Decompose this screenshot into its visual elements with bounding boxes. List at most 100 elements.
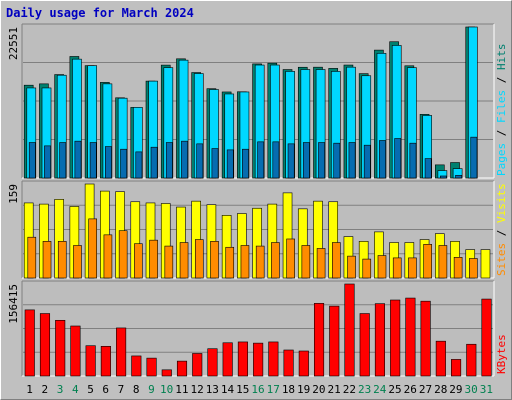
bar-sites-day-9 — [149, 239, 158, 279]
bar-pages-day-21 — [333, 142, 341, 179]
bar-pages-day-1 — [28, 142, 36, 179]
bar-sites-day-19 — [301, 245, 311, 279]
bar-visits-day-31 — [480, 249, 491, 279]
x-tick-label: 3 — [57, 383, 64, 396]
bar-pages-day-9 — [150, 146, 158, 179]
side-label-part: / — [495, 223, 508, 243]
bar-sites-day-15 — [240, 245, 250, 279]
x-tick-label: 30 — [465, 383, 478, 396]
bar-sites-day-1 — [27, 236, 37, 279]
x-tick-label: 2 — [42, 383, 49, 396]
bar-pages-day-20 — [318, 142, 325, 179]
x-tick-label: 29 — [449, 383, 462, 396]
bar-kbytes-day-15 — [237, 341, 248, 377]
x-tick-label: 28 — [434, 383, 447, 396]
bar-pages-day-29 — [455, 175, 463, 179]
x-tick-label: 27 — [419, 383, 432, 396]
side-label-part: / — [495, 123, 508, 143]
bar-sites-day-8 — [134, 243, 143, 279]
x-tick-label: 1 — [26, 383, 33, 396]
bar-kbytes-day-4 — [70, 325, 81, 377]
bar-kbytes-day-30 — [466, 343, 477, 377]
bar-kbytes-day-11 — [176, 360, 188, 377]
x-tick-label: 26 — [404, 383, 417, 396]
bar-pages-day-8 — [135, 151, 143, 179]
bar-kbytes-day-19 — [298, 350, 309, 377]
bar-pages-day-11 — [181, 140, 188, 179]
bar-kbytes-day-3 — [55, 319, 66, 377]
side-label-hits-files-pages: Pages / Files / Hits — [495, 44, 508, 177]
bar-pages-day-14 — [226, 149, 234, 179]
bar-kbytes-day-21 — [329, 305, 340, 377]
bar-sites-day-20 — [316, 248, 326, 279]
side-label-part: Pages — [495, 143, 508, 176]
bar-kbytes-day-2 — [39, 313, 51, 377]
bar-kbytes-day-28 — [435, 340, 446, 377]
x-tick-label: 25 — [388, 383, 401, 396]
bar-sites-day-14 — [225, 246, 235, 279]
x-tick-label: 20 — [312, 383, 325, 396]
bar-kbytes-day-26 — [405, 297, 416, 377]
side-label-part: / — [495, 70, 508, 90]
x-tick-label: 5 — [87, 383, 94, 396]
bar-pages-day-2 — [44, 145, 51, 179]
bar-sites-day-16 — [255, 245, 265, 279]
bar-sites-day-6 — [103, 234, 113, 279]
bar-kbytes-day-25 — [390, 299, 401, 377]
bar-kbytes-day-12 — [192, 353, 203, 377]
x-tick-label: 13 — [206, 383, 219, 396]
bar-kbytes-day-29 — [451, 359, 462, 377]
bar-sites-day-22 — [347, 255, 356, 279]
side-label-part: KBytes — [495, 334, 508, 374]
x-tick-label: 18 — [282, 383, 295, 396]
bar-sites-day-12 — [194, 239, 204, 279]
bar-kbytes-day-27 — [420, 300, 431, 377]
x-tick-label: 22 — [343, 383, 356, 396]
bar-sites-day-30 — [469, 258, 478, 279]
bar-kbytes-day-5 — [85, 345, 96, 377]
bar-sites-day-2 — [42, 241, 52, 279]
x-tick-label: 15 — [236, 383, 249, 396]
bar-pages-day-7 — [120, 148, 128, 179]
x-tick-label: 9 — [148, 383, 155, 396]
bar-pages-day-5 — [89, 142, 97, 179]
bar-kbytes-day-13 — [207, 348, 218, 377]
y-max-label-hits-files-pages: 22551 — [7, 27, 20, 60]
bar-pages-day-27 — [424, 158, 432, 179]
bar-kbytes-day-9 — [146, 357, 157, 377]
bar-pages-day-19 — [302, 142, 310, 179]
side-label-part: Visits — [495, 183, 508, 223]
bar-sites-day-27 — [423, 244, 432, 279]
bar-kbytes-day-6 — [100, 345, 111, 377]
bar-sites-day-13 — [210, 241, 219, 279]
bar-kbytes-day-16 — [253, 342, 264, 377]
bar-kbytes-day-31 — [481, 298, 492, 377]
bar-pages-day-17 — [272, 141, 280, 179]
bar-sites-day-7 — [118, 230, 128, 279]
x-tick-label: 7 — [118, 383, 125, 396]
bar-pages-day-30 — [470, 136, 478, 179]
bar-kbytes-day-23 — [359, 313, 370, 377]
bar-pages-day-25 — [394, 138, 402, 179]
x-tick-label: 4 — [72, 383, 79, 396]
bar-sites-day-11 — [179, 242, 189, 279]
bar-pages-day-15 — [242, 148, 249, 179]
bar-sites-day-28 — [438, 245, 448, 279]
bar-sites-day-21 — [332, 242, 341, 279]
bar-kbytes-day-18 — [283, 349, 294, 377]
x-tick-label: 14 — [221, 383, 235, 396]
bar-pages-day-13 — [211, 148, 219, 179]
bar-sites-day-17 — [271, 242, 280, 279]
bar-sites-day-25 — [392, 257, 402, 279]
bar-kbytes-day-14 — [222, 342, 233, 377]
bar-sites-day-5 — [88, 218, 98, 279]
x-tick-label: 6 — [102, 383, 109, 396]
side-label-part: Files — [495, 90, 508, 123]
bar-sites-day-26 — [408, 257, 417, 279]
bar-kbytes-day-7 — [116, 327, 127, 377]
bar-sites-day-10 — [164, 245, 174, 279]
side-label-visits-sites: Sites / Visits — [495, 183, 508, 276]
bar-pages-day-22 — [348, 142, 356, 179]
x-tick-label: 23 — [358, 383, 371, 396]
